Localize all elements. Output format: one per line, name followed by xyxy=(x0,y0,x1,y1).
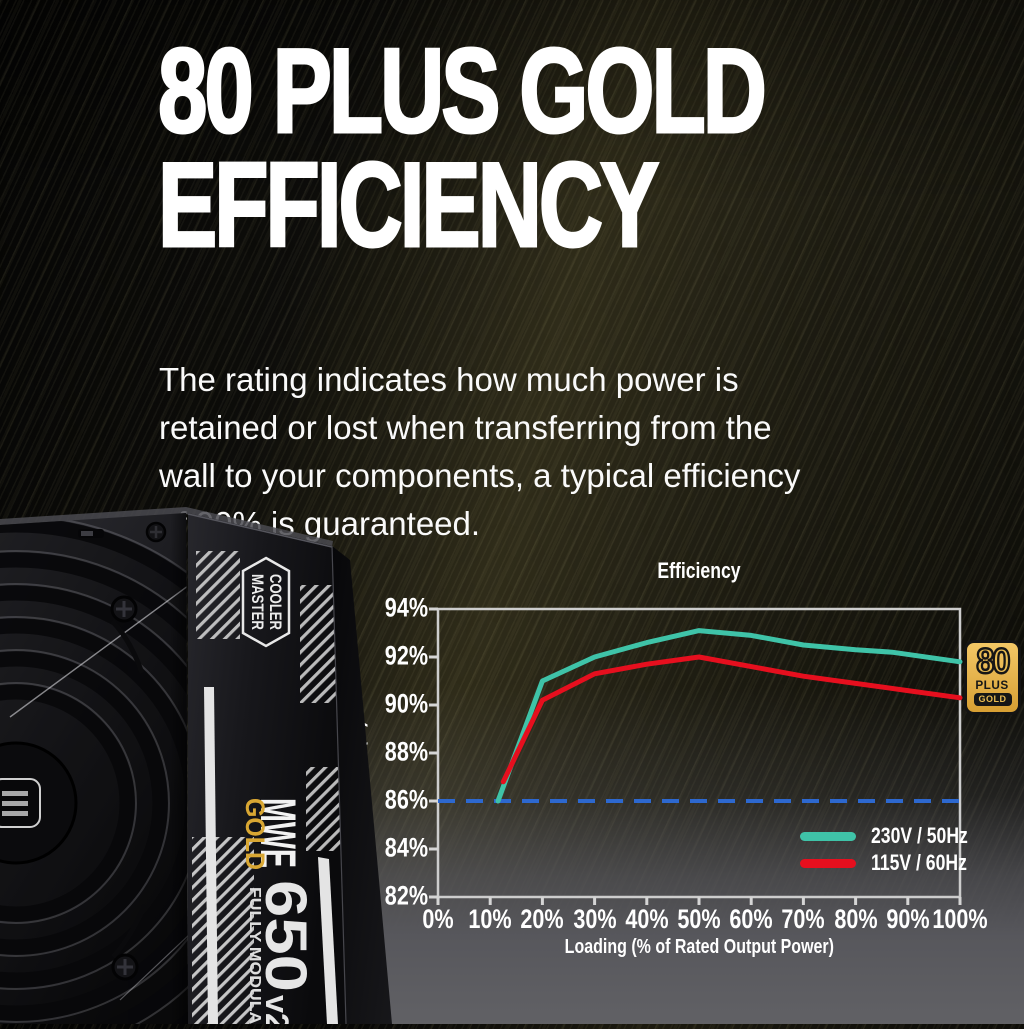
efficiency-chart-plot xyxy=(429,607,963,905)
y-tick-label: 94% xyxy=(384,592,428,623)
x-tick-label: 0% xyxy=(422,904,454,934)
x-tick-label: 100% xyxy=(932,904,988,934)
x-tick-label: 60% xyxy=(729,904,773,934)
y-tick-labels: 94% 92% 90% 88% 86% 84% 82% xyxy=(346,592,428,910)
badge-plus-text: PLUS xyxy=(975,678,1010,692)
x-tick-label: 50% xyxy=(677,904,721,934)
psu-product-image: COOLER MASTER MWE GOLD 650 v2 FULLY MODU… xyxy=(0,505,400,1025)
hazard-stripes xyxy=(300,585,336,703)
x-axis-title: Loading (% of Rated Output Power) xyxy=(438,936,960,959)
legend-label: 230V / 50Hz xyxy=(871,823,968,848)
x-tick-labels: 0% 10% 20% 30% 40% 50% 60% 70% 80% 90% 100% xyxy=(422,904,987,934)
legend-item: 230V / 50Hz xyxy=(800,823,992,848)
y-tick-label: 88% xyxy=(384,736,428,767)
screw xyxy=(111,903,148,981)
badge-gold-text: GOLD xyxy=(973,693,1012,706)
x-tick-label: 70% xyxy=(781,904,826,934)
panel-white-stripe xyxy=(318,857,338,1024)
chart-legend: 230V / 50Hz 115V / 60Hz xyxy=(800,823,992,881)
page-title-line2: EFFICIENCY xyxy=(157,138,660,272)
y-tick-label: 86% xyxy=(384,784,428,815)
x-tick-label: 10% xyxy=(468,904,512,934)
tier-name: GOLD xyxy=(240,798,270,870)
screw xyxy=(145,521,167,543)
hazard-stripes xyxy=(306,767,344,851)
feature-text: FULLY MODULAR xyxy=(246,887,263,1024)
x-tick-label: 80% xyxy=(833,904,878,934)
screw xyxy=(110,595,145,674)
hazard-stripes xyxy=(196,551,240,639)
80-plus-gold-badge: 80 PLUS GOLD xyxy=(964,640,1021,715)
x-tick-label: 30% xyxy=(572,904,617,934)
x-tick-label: 20% xyxy=(520,904,565,934)
description-line: The rating indicates how much power is xyxy=(159,361,739,398)
panel-white-stripe xyxy=(204,687,218,1024)
fan-highlight-line xyxy=(119,829,188,1001)
brand-text-line1: COOLER xyxy=(266,574,285,630)
page-title: 80 PLUS GOLD EFFICIENCY xyxy=(157,24,768,272)
fan-highlight-line xyxy=(9,554,188,718)
page-title-line1: 80 PLUS GOLD xyxy=(157,24,768,158)
fan-grille xyxy=(0,513,188,1024)
y-tick-label: 82% xyxy=(384,880,428,911)
model-revision: v2 xyxy=(259,995,295,1024)
x-tick-label: 40% xyxy=(625,904,669,934)
panel-top-highlight xyxy=(187,513,333,548)
y-tick-label: 84% xyxy=(384,832,428,863)
model-branding: MWE GOLD 650 v2 FULLY MODULAR xyxy=(240,798,318,1024)
y-tick-label: 92% xyxy=(384,640,428,671)
legend-swatch xyxy=(800,831,856,841)
chart-title-text: Efficiency xyxy=(657,558,741,583)
panel-corner-highlight xyxy=(331,545,347,1025)
description-line: wall to your components, a typical effic… xyxy=(159,456,801,494)
series-line-1 xyxy=(500,654,963,785)
y-tick-label: 90% xyxy=(384,688,428,719)
psu-back-edge xyxy=(332,546,392,1024)
brand-text-line2: MASTER xyxy=(248,574,267,630)
series-name: MWE xyxy=(250,798,306,868)
chart-title: Efficiency xyxy=(438,558,960,584)
description-line: retained or lost when transferring from … xyxy=(159,408,772,446)
legend-swatch xyxy=(800,858,856,868)
psu-top-edge xyxy=(0,507,333,547)
hazard-stripes xyxy=(192,837,254,1024)
legend-item: 115V / 60Hz xyxy=(800,850,992,875)
legend-label: 115V / 60Hz xyxy=(871,850,967,875)
series-line-0 xyxy=(495,628,963,804)
x-axis-title-text: Loading (% of Rated Output Power) xyxy=(564,936,834,958)
psu-illustration: COOLER MASTER MWE GOLD 650 v2 FULLY MODU… xyxy=(0,507,392,1025)
cooler-master-logo: COOLER MASTER xyxy=(241,556,291,648)
model-number: 650 xyxy=(253,880,318,992)
badge-80-text: 80 xyxy=(975,642,1011,681)
x-tick-label: 90% xyxy=(886,904,930,934)
plot-svg xyxy=(429,607,963,905)
